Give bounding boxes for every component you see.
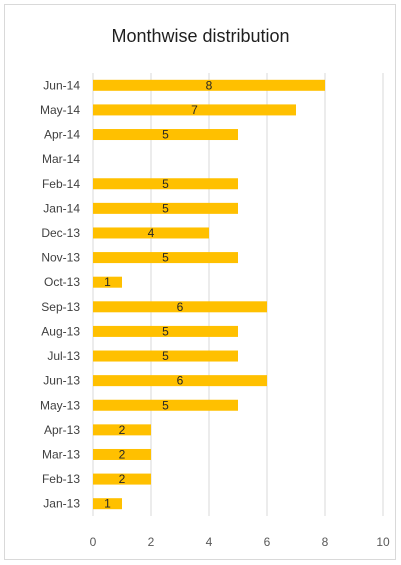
category-label: May-13 <box>40 398 80 412</box>
category-label: Oct-13 <box>44 275 80 289</box>
bar <box>93 301 267 313</box>
data-label: 1 <box>104 275 111 289</box>
bar <box>93 325 238 337</box>
bar <box>93 79 325 91</box>
x-tick-label: 4 <box>206 535 213 549</box>
data-label: 6 <box>177 300 184 314</box>
data-label: 2 <box>119 447 126 461</box>
category-label: Aug-13 <box>41 324 80 338</box>
bar <box>93 448 151 460</box>
data-label: 5 <box>162 324 169 338</box>
bar <box>93 375 267 387</box>
bar <box>93 473 151 485</box>
category-label: Jun-14 <box>43 78 80 92</box>
data-label: 5 <box>162 177 169 191</box>
bar <box>93 227 209 239</box>
data-label: 5 <box>162 201 169 215</box>
category-label: Apr-14 <box>44 128 80 142</box>
category-label: Jan-14 <box>43 201 80 215</box>
category-label: Sep-13 <box>41 300 80 314</box>
bar <box>93 129 238 141</box>
bar <box>93 178 238 190</box>
bars <box>93 79 325 510</box>
data-label: 4 <box>148 226 155 240</box>
bar <box>93 424 151 436</box>
data-label: 5 <box>162 398 169 412</box>
category-label: Nov-13 <box>41 251 80 265</box>
category-label: Dec-13 <box>41 226 80 240</box>
chart-frame <box>4 4 396 560</box>
category-label: May-14 <box>40 103 80 117</box>
x-tick-label: 6 <box>264 535 271 549</box>
x-tick-label: 10 <box>376 535 390 549</box>
chart-title: Monthwise distribution <box>111 26 290 46</box>
category-label: Jan-13 <box>43 497 80 511</box>
bar <box>93 498 122 510</box>
bar <box>93 399 238 411</box>
bar <box>93 276 122 288</box>
x-tick-label: 8 <box>322 535 329 549</box>
category-label: Apr-13 <box>44 423 80 437</box>
bar <box>93 350 238 362</box>
x-tick-label: 0 <box>90 535 97 549</box>
data-label: 7 <box>191 103 198 117</box>
data-label: 8 <box>206 78 213 92</box>
data-label: 2 <box>119 472 126 486</box>
bar <box>93 252 238 264</box>
category-labels: Jun-14 May-14 Apr-14 Mar-14 Feb-14 Jan-14 Dec-… <box>40 78 80 510</box>
x-axis-ticks: 0 2 4 6 8 10 <box>90 535 390 549</box>
data-label: 5 <box>162 349 169 363</box>
data-label: 2 <box>119 423 126 437</box>
data-label: 6 <box>177 374 184 388</box>
bar <box>93 202 238 214</box>
category-label: Mar-14 <box>42 152 80 166</box>
gridlines <box>92 73 384 516</box>
category-label: Mar-13 <box>42 447 80 461</box>
bar <box>93 104 296 116</box>
category-label: Jul-13 <box>47 349 80 363</box>
category-label: Jun-13 <box>43 374 80 388</box>
data-label: 1 <box>104 497 111 511</box>
data-label: 5 <box>162 128 169 142</box>
x-tick-label: 2 <box>148 535 155 549</box>
category-label: Feb-13 <box>42 472 80 486</box>
data-label: 5 <box>162 251 169 265</box>
category-label: Feb-14 <box>42 177 80 191</box>
